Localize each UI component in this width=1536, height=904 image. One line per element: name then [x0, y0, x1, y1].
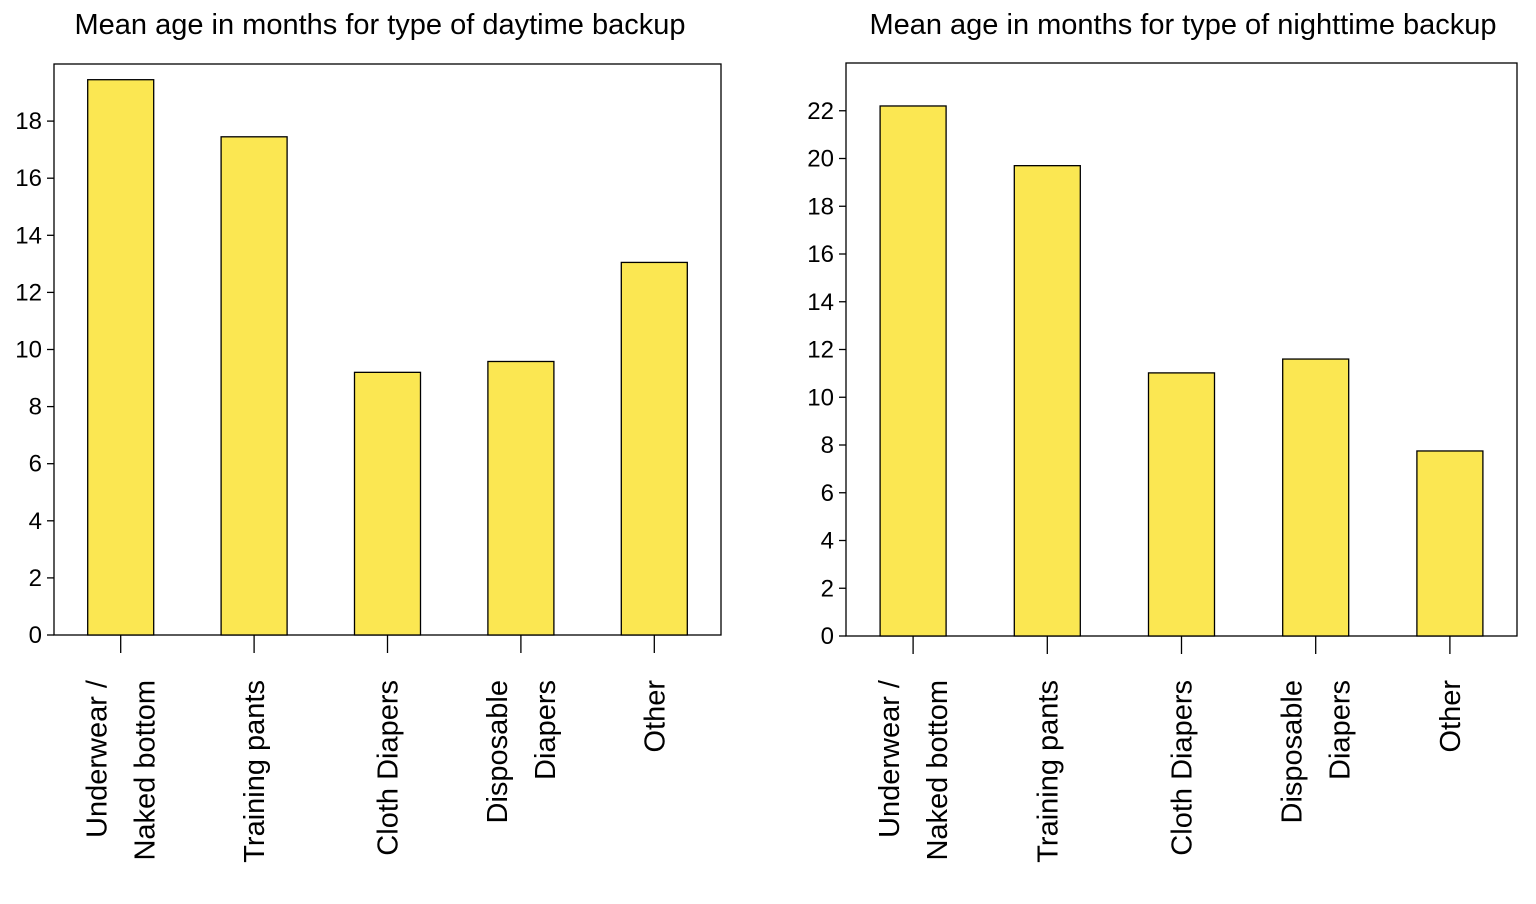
x-category-label: Training pants: [1032, 680, 1064, 863]
y-tick-label: 2: [821, 575, 834, 602]
x-category-label: Other: [639, 680, 671, 753]
y-tick-label: 0: [821, 623, 834, 650]
bar: [1282, 358, 1350, 637]
x-category-label: Other: [1435, 680, 1467, 753]
x-category-label: Diapers: [1325, 680, 1357, 780]
y-tick-label: 10: [807, 384, 834, 411]
y-tick-label: 22: [807, 98, 834, 125]
x-category-label: Disposable: [482, 680, 514, 823]
chart-title-nighttime: Mean age in months for type of nighttime…: [869, 9, 1496, 41]
bar: [487, 360, 555, 636]
y-tick-label: 18: [807, 193, 834, 220]
x-category-label: Training pants: [239, 680, 271, 863]
nighttime-backup-chart: Mean age in months for type of nighttime…: [807, 9, 1518, 863]
y-tick-label: 2: [29, 565, 42, 592]
y-tick-label: 8: [29, 394, 42, 421]
y-tick-label: 14: [15, 222, 42, 249]
bar: [1416, 450, 1484, 637]
bar: [353, 371, 422, 636]
bar: [620, 261, 688, 636]
y-tick-label: 6: [29, 451, 42, 478]
x-category-label: Cloth Diapers: [1167, 680, 1199, 856]
x-category-label: Diapers: [530, 680, 562, 780]
y-tick-label: 20: [807, 146, 834, 173]
y-tick-label: 8: [821, 432, 834, 459]
y-tick-label: 16: [807, 241, 834, 268]
y-tick-label: 16: [15, 165, 42, 192]
daytime-backup-chart: Mean age in months for type of daytime b…: [15, 9, 722, 863]
x-category-label: Naked bottom: [922, 680, 954, 861]
x-category-label: Underwear /: [874, 679, 906, 838]
bar: [1147, 372, 1216, 637]
bar: [879, 105, 947, 637]
chart-title-daytime: Mean age in months for type of daytime b…: [75, 9, 686, 41]
x-category-label: Cloth Diapers: [373, 680, 405, 856]
y-tick-label: 6: [821, 480, 834, 507]
y-tick-label: 0: [29, 622, 42, 649]
y-tick-label: 12: [15, 279, 42, 306]
x-category-label: Disposable: [1277, 680, 1309, 823]
x-category-label: Naked bottom: [130, 680, 162, 861]
y-tick-label: 14: [807, 289, 834, 316]
y-tick-label: 18: [15, 108, 42, 135]
y-tick-label: 4: [821, 528, 834, 555]
y-tick-label: 4: [29, 508, 42, 535]
bar: [1013, 165, 1081, 637]
y-tick-label: 10: [15, 337, 42, 364]
x-category-label: Underwear /: [82, 679, 114, 838]
y-tick-label: 12: [807, 337, 834, 364]
bar: [87, 79, 155, 636]
bar: [220, 136, 288, 636]
